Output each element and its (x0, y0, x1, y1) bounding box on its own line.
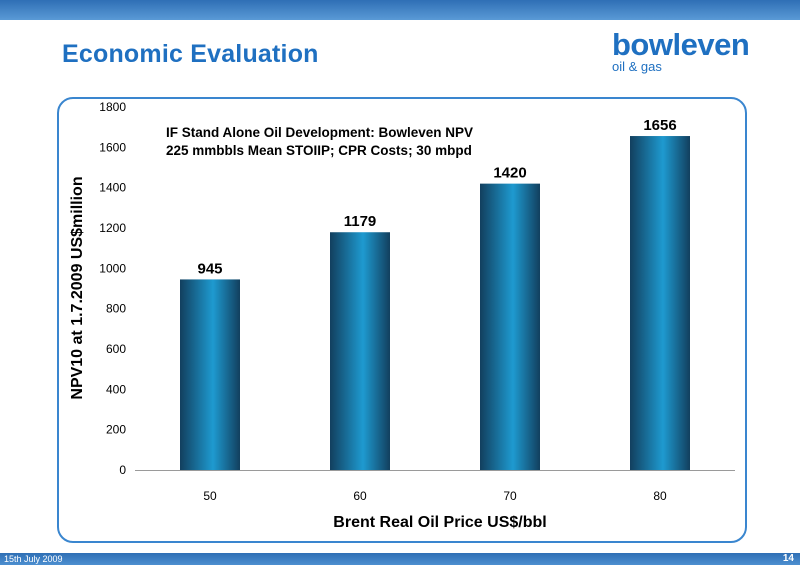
page-title: Economic Evaluation (62, 40, 319, 68)
logo-wordmark: bowleven (612, 27, 750, 62)
x-tick-label: 60 (353, 489, 367, 503)
x-tick-label: 80 (653, 489, 667, 503)
data-label-50: 945 (197, 260, 222, 277)
y-tick-label: 1400 (99, 181, 126, 195)
y-tick-label: 0 (119, 463, 126, 477)
y-tick-label: 1600 (99, 140, 126, 154)
y-tick-label: 1800 (99, 100, 126, 114)
y-tick-label: 1000 (99, 261, 126, 275)
x-axis-title: Brent Real Oil Price US$/bbl (333, 514, 546, 531)
logo-tagline: oil & gas (612, 59, 662, 74)
y-tick-label: 400 (106, 382, 126, 396)
y-tick-label: 800 (106, 302, 126, 316)
page-number: 14 (782, 553, 794, 564)
footer-banner (0, 553, 800, 565)
y-tick-label: 600 (106, 342, 126, 356)
company-logo: bowleven oil & gas (612, 28, 752, 74)
footer-date: 15th July 2009 (4, 554, 63, 564)
data-labels: 945 1179 1420 1656 (197, 117, 676, 277)
bar-series (180, 136, 690, 471)
chart-annotation-line-2: 225 mmbbls Mean STOIIP; CPR Costs; 30 mb… (166, 143, 472, 158)
data-label-70: 1420 (493, 165, 526, 182)
bar-60 (330, 232, 390, 470)
data-label-80: 1656 (643, 117, 676, 134)
data-label-60: 1179 (344, 213, 377, 230)
y-axis-ticks: 0 200 400 600 800 1000 1200 1400 1600 1800 (99, 100, 126, 477)
x-axis-ticks: 50 60 70 80 (203, 489, 667, 503)
y-tick-label: 1200 (99, 221, 126, 235)
x-tick-label: 50 (203, 489, 217, 503)
bar-70 (480, 183, 540, 470)
chart-annotation-line-1: IF Stand Alone Oil Development: Bowleven… (166, 125, 473, 140)
y-axis-title: NPV10 at 1.7.2009 US$million (69, 176, 86, 399)
x-tick-label: 70 (503, 489, 517, 503)
bar-50 (180, 279, 240, 470)
bar-80 (630, 136, 690, 471)
top-banner (0, 0, 800, 20)
y-tick-label: 200 (106, 423, 126, 437)
